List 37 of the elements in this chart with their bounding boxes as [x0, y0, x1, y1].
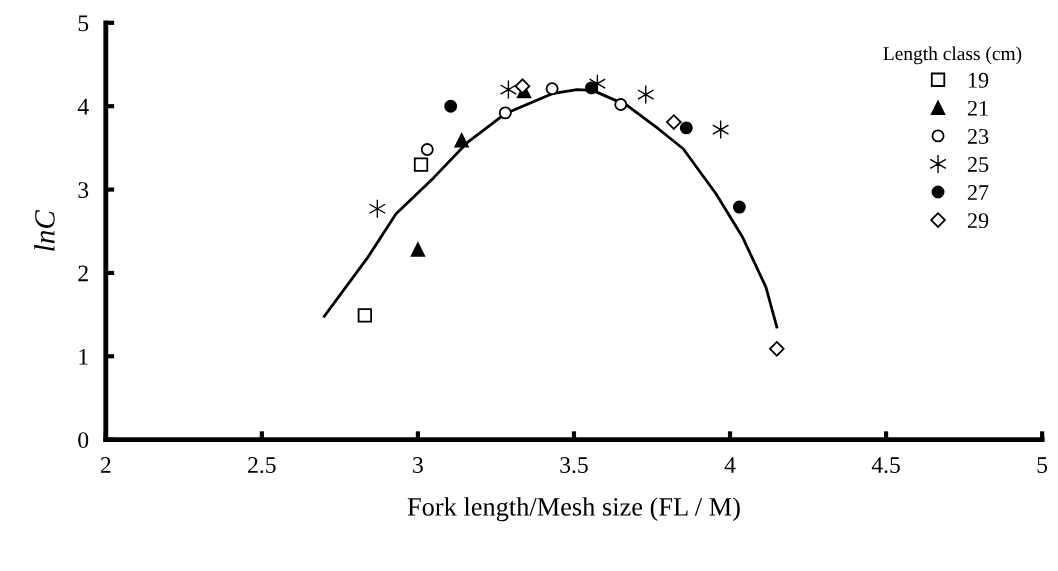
point [679, 121, 693, 135]
point [413, 157, 429, 172]
x-tick-label: 3.5 [560, 457, 588, 474]
point [732, 200, 746, 214]
x-tick-label: 4.5 [871, 457, 900, 474]
point [666, 114, 682, 130]
legend-label: 27 [967, 185, 989, 200]
legend-label: 19 [968, 72, 989, 88]
point [444, 99, 458, 113]
y-tick-label: 1 [79, 348, 88, 365]
point [454, 133, 469, 148]
y-tick-label: 3 [78, 182, 89, 198]
x-tick-label: 5 [1037, 457, 1048, 473]
y-tick-label: 2 [78, 265, 88, 282]
point [614, 98, 628, 111]
legend-label: 25 [967, 157, 989, 172]
legend-label: 23 [967, 128, 989, 144]
y-tick-label: 4 [77, 98, 89, 115]
legend-label: 21 [967, 100, 988, 116]
point [514, 78, 531, 94]
point [357, 308, 373, 323]
x-tick-label: 3 [413, 457, 423, 473]
point [420, 143, 434, 157]
y-tick-label: 5 [78, 15, 89, 32]
x-tick-label: 4 [724, 457, 736, 473]
x-tick-label: 2.5 [248, 457, 276, 474]
x-tick-label: 2 [100, 457, 111, 473]
point [769, 341, 785, 357]
legend-label: 29 [967, 213, 989, 229]
y-axis-title: lnC [34, 209, 55, 251]
point [498, 106, 512, 120]
point [545, 82, 559, 96]
legend-title: Length class (cm) [883, 46, 1022, 65]
y-tick-label: 0 [78, 432, 89, 449]
point [410, 242, 426, 257]
point [584, 81, 598, 95]
x-axis-title: Fork length/Mesh size (FL / M) [407, 497, 740, 522]
